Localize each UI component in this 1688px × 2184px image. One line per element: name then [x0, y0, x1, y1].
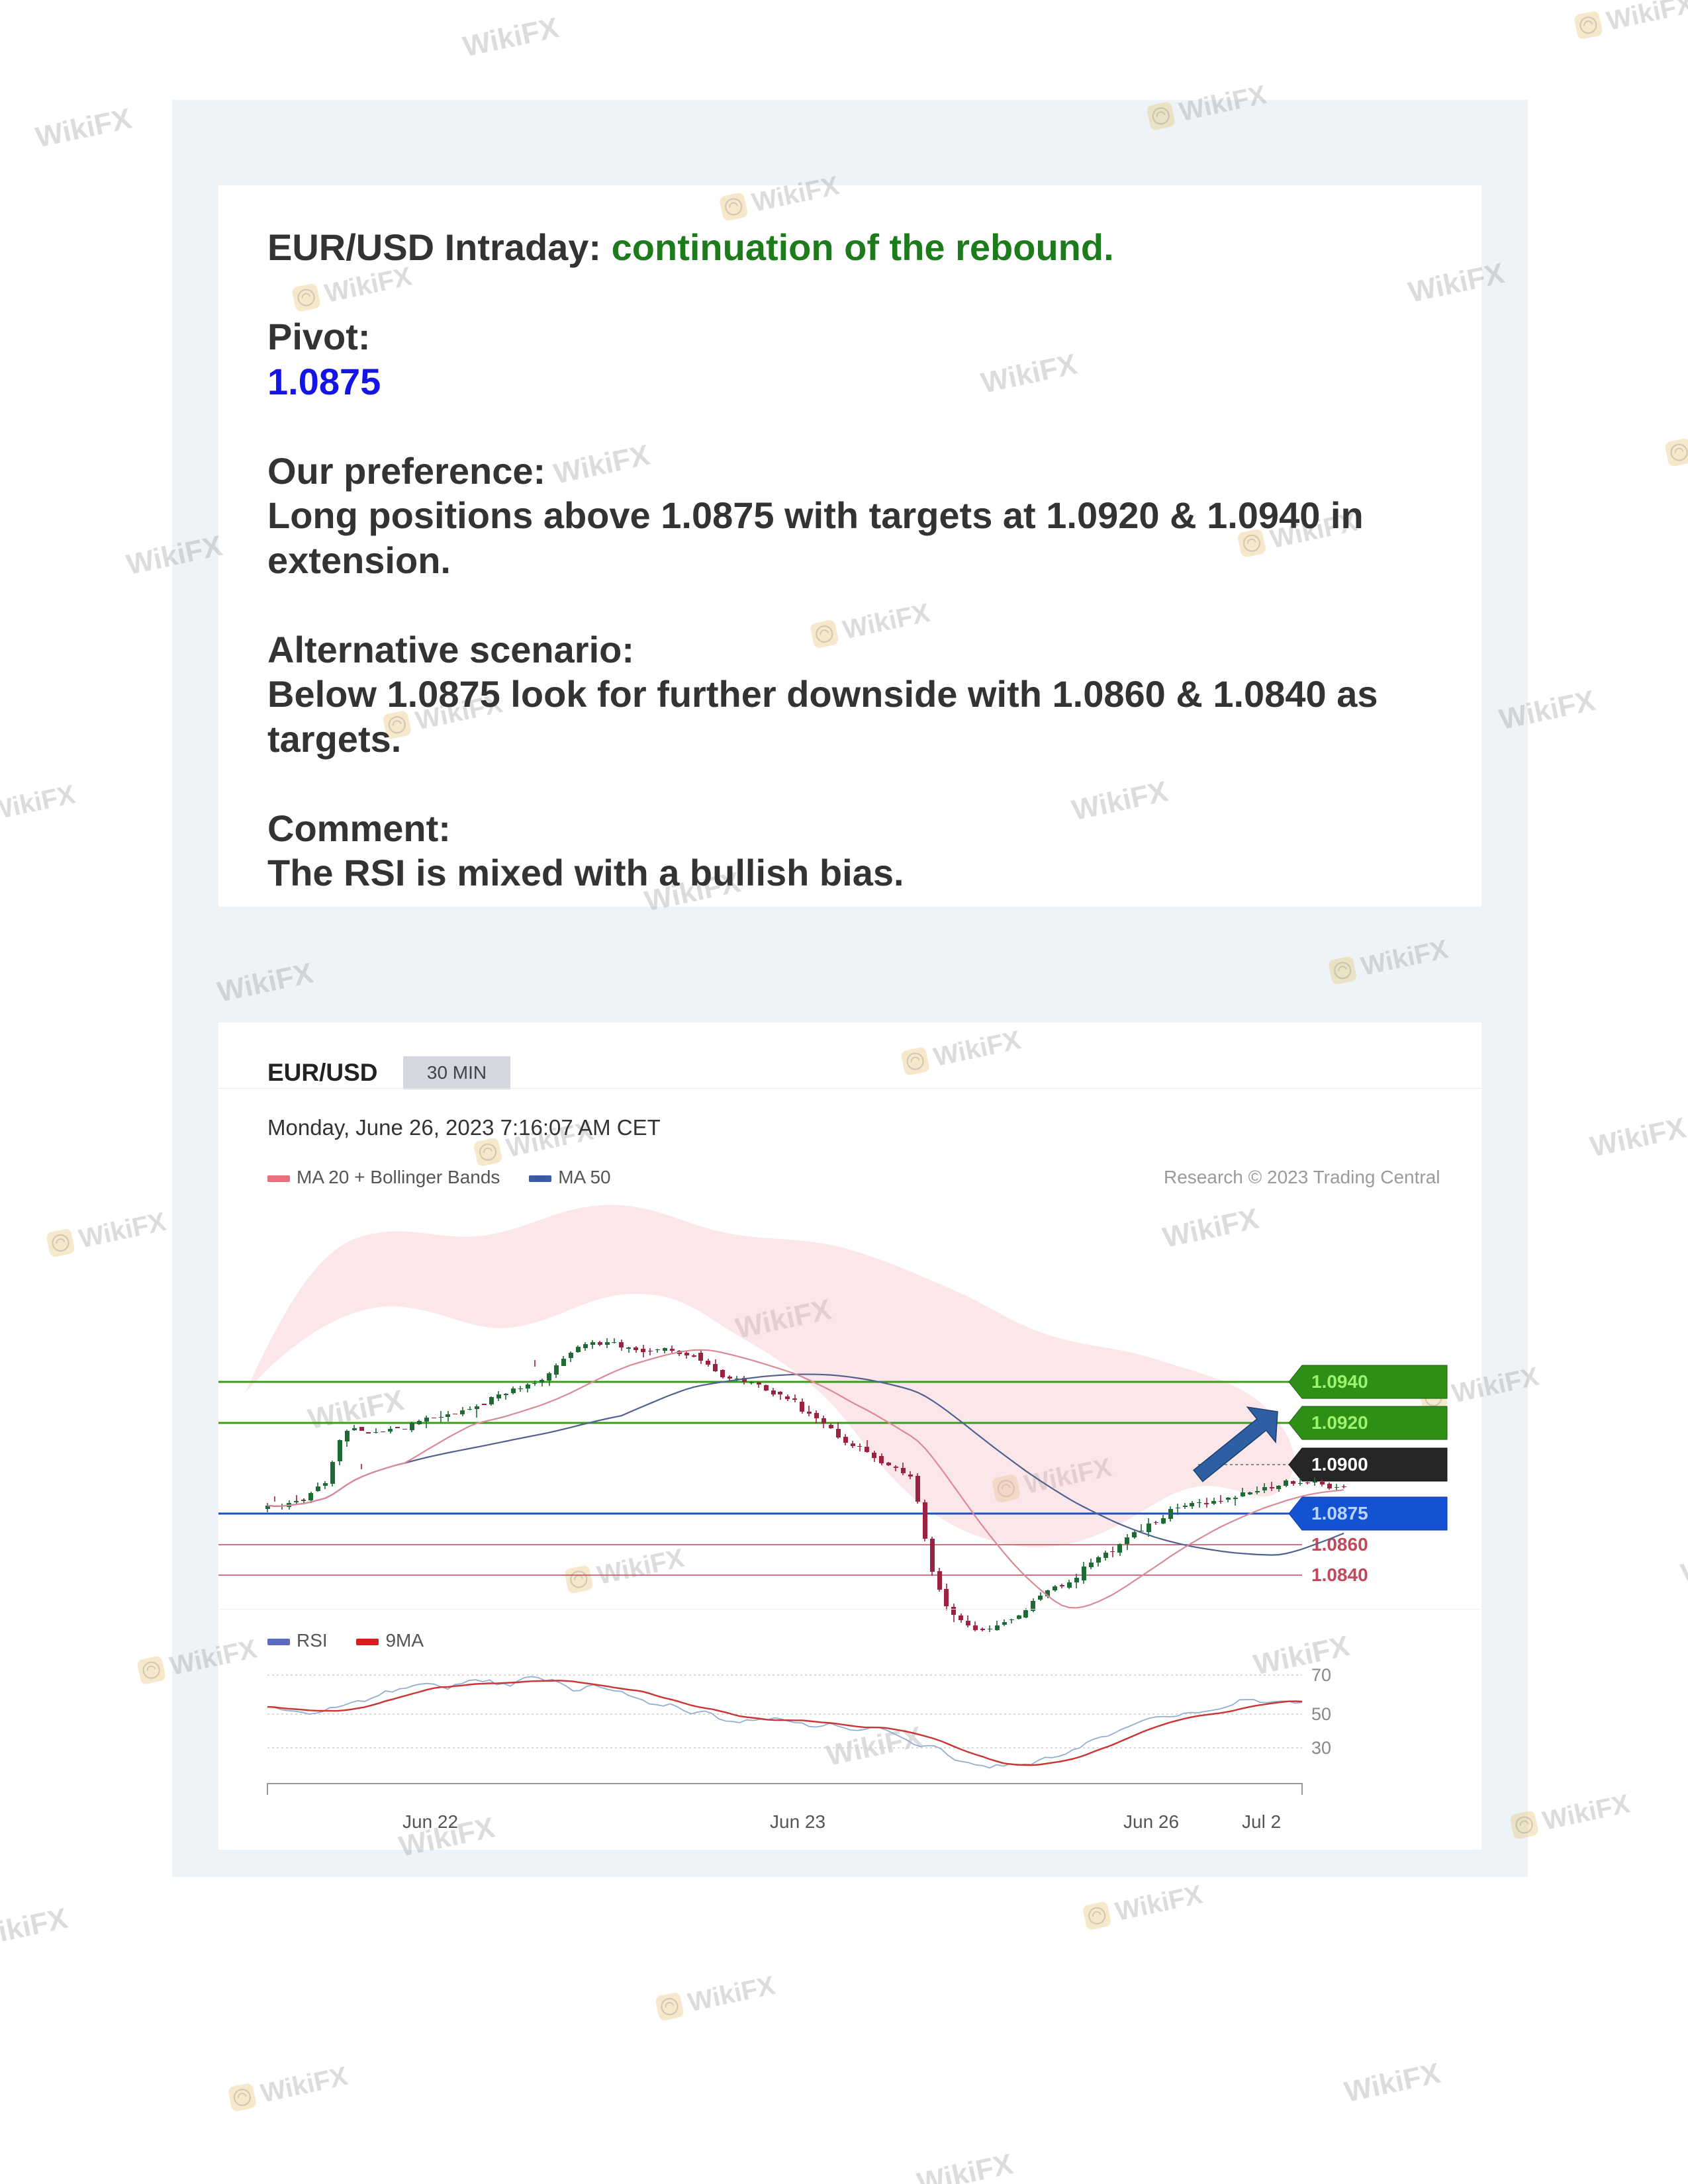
- svg-text:30: 30: [1311, 1738, 1331, 1758]
- svg-text:50: 50: [1311, 1704, 1331, 1724]
- svg-text:70: 70: [1311, 1665, 1331, 1685]
